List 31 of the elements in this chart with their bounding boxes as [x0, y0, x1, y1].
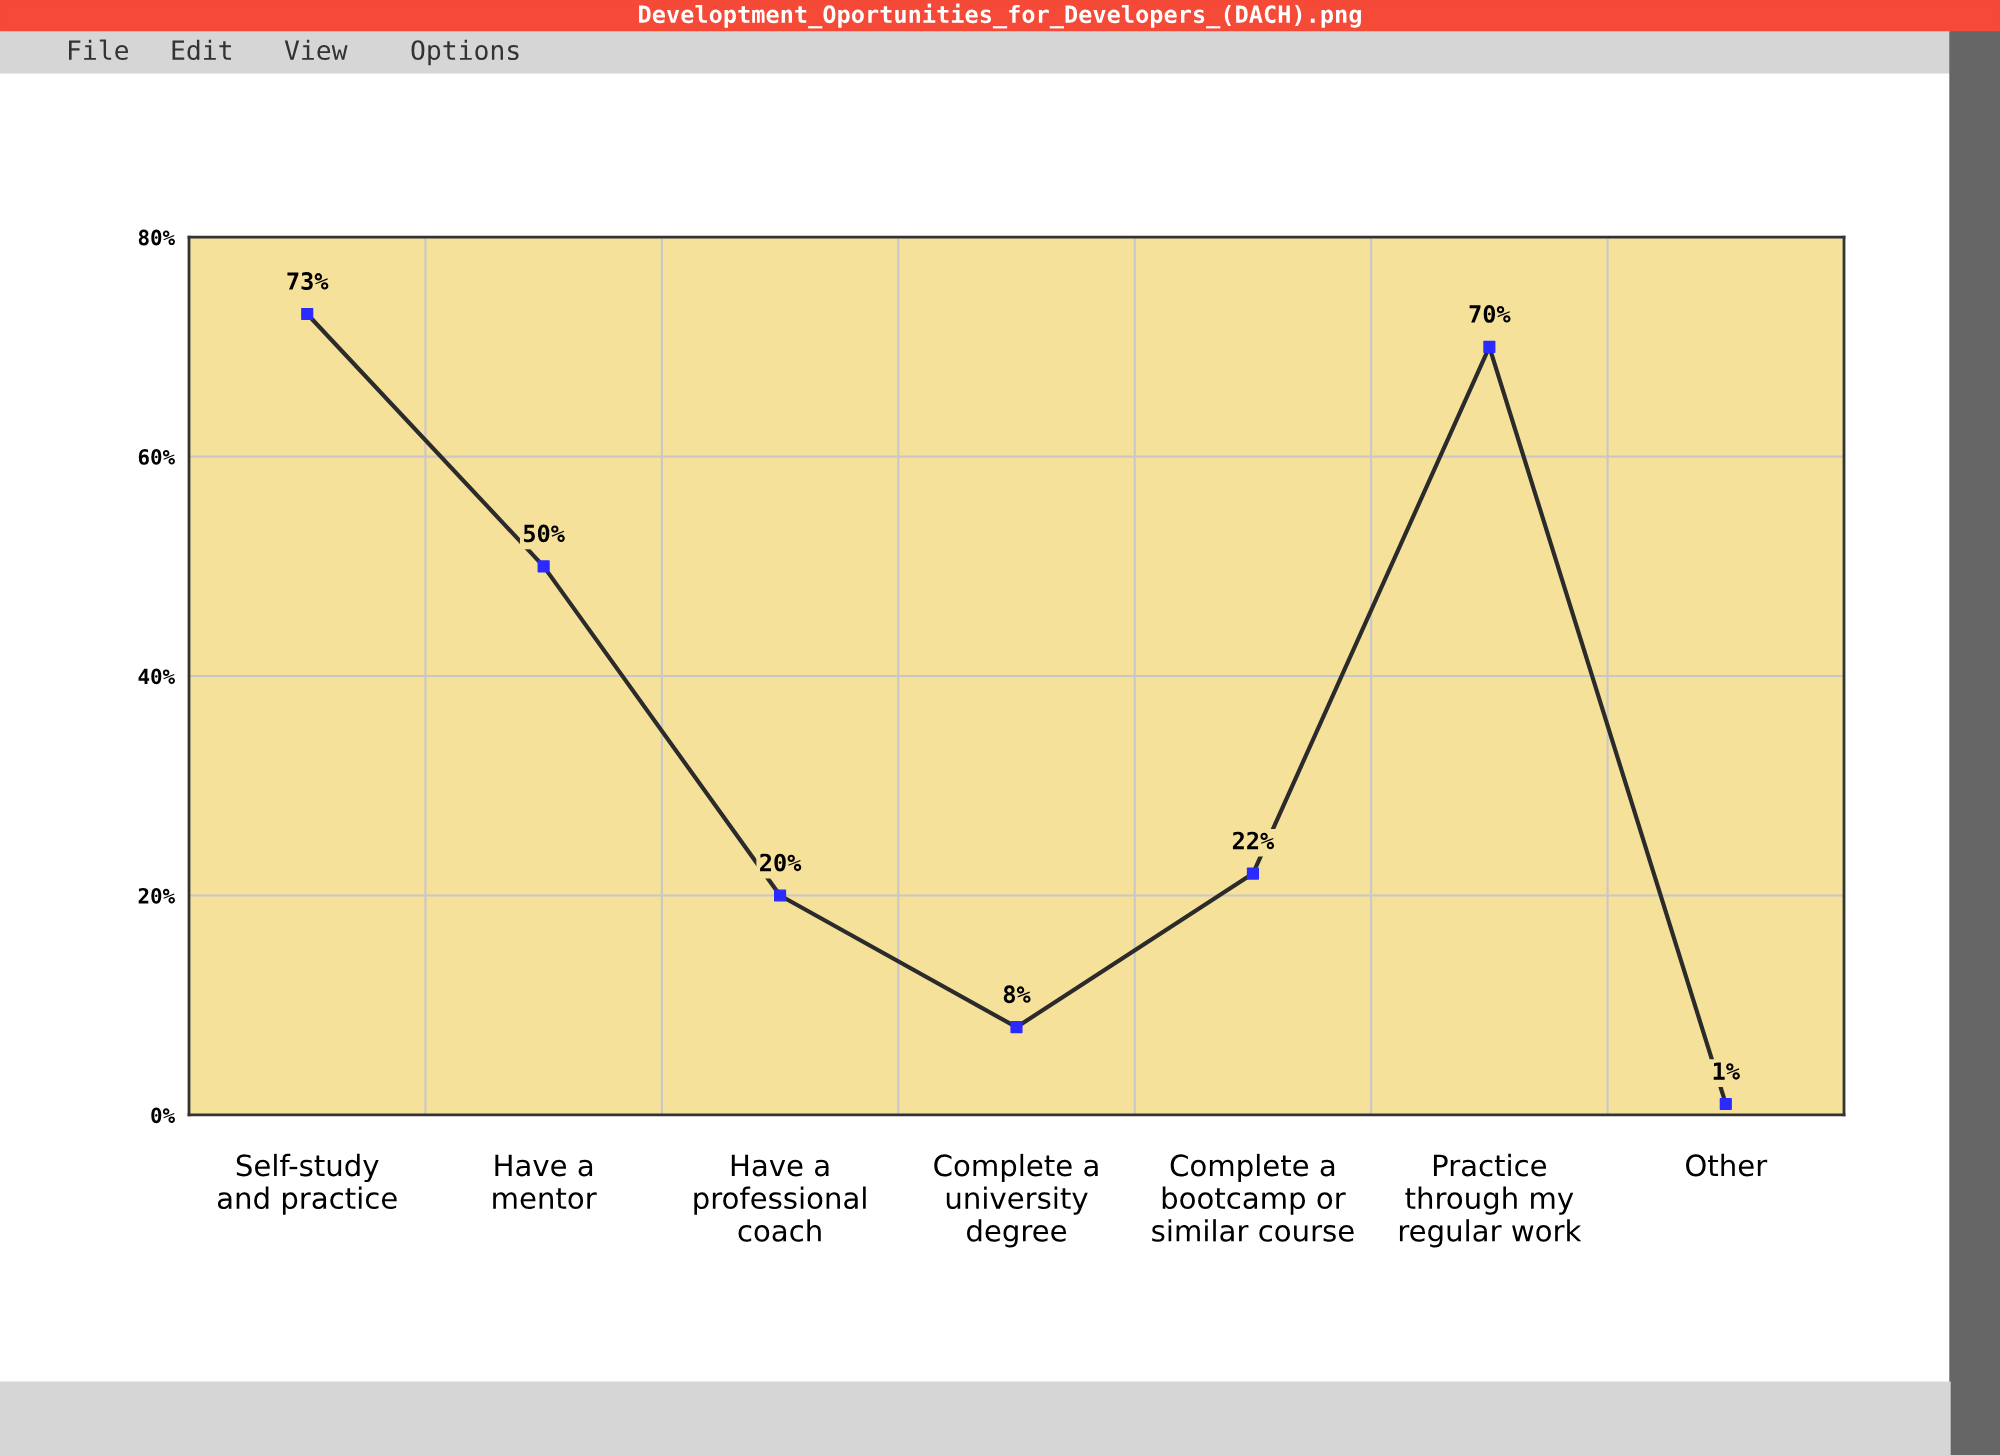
point	[1246, 867, 1260, 880]
x-tick-label: Self-study and practice	[217, 1153, 397, 1215]
x-tick-label: Have a professional coach	[694, 1154, 866, 1242]
x-tick-label: Practice through my regular work	[1399, 1153, 1582, 1248]
data-label: 1%	[1713, 1062, 1740, 1080]
data-label: 73%	[287, 272, 329, 290]
text: File	[69, 39, 128, 61]
y-tick-label: 40%	[138, 668, 175, 685]
x-tick-label: Have a mentor	[493, 1154, 597, 1210]
point	[537, 560, 550, 573]
text: Edit	[172, 39, 231, 61]
x-tick-label: Complete a bootcamp or similar course	[1152, 1153, 1354, 1242]
point	[773, 889, 787, 902]
point	[1010, 1021, 1023, 1034]
y-tick-label: 60%	[138, 449, 175, 465]
point	[1483, 340, 1496, 353]
chart-title: Developtment_Oportunities_for_Developers_(DACH).png	[639, 3, 1361, 29]
data-label: 50%	[523, 524, 565, 543]
x-tick-label: Other	[1686, 1153, 1768, 1177]
data-label: 8%	[1003, 985, 1031, 1004]
text: Options	[411, 39, 519, 66]
y-tick-label: 0%	[151, 1107, 175, 1124]
x-tick-label: Complete a university degree	[934, 1153, 1098, 1248]
point	[1719, 1097, 1732, 1111]
point	[301, 307, 314, 321]
data-label: 20%	[760, 853, 802, 872]
data-label: 70%	[1469, 305, 1511, 323]
y-tick-label: 80%	[138, 229, 175, 246]
data-label: 22%	[1232, 831, 1275, 850]
y-tick-label: 20%	[138, 887, 175, 904]
text: View	[284, 39, 348, 61]
